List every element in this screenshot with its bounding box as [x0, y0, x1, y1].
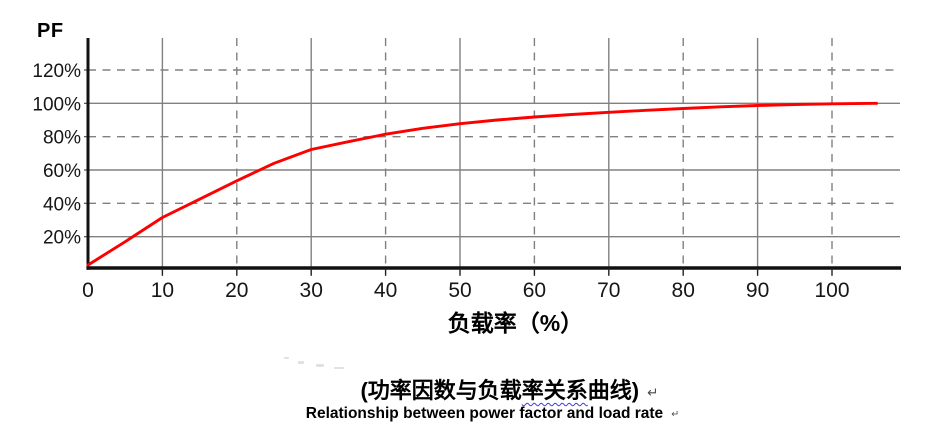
x-tick-label: 80 [672, 279, 695, 302]
pf-curve [86, 101, 879, 267]
x-tick-label: 70 [597, 279, 620, 302]
y-tick-label: 80% [43, 128, 81, 149]
x-tick-label: 60 [523, 279, 546, 302]
scan-artifact [284, 355, 350, 371]
x-tick-label: 40 [374, 279, 397, 302]
x-tick-label: 0 [82, 279, 94, 302]
caption-chinese-post: 曲线) [587, 378, 640, 403]
x-tick-label: 50 [448, 279, 471, 302]
x-tick-label: 20 [225, 279, 248, 302]
y-tick-label: 20% [43, 228, 81, 249]
y-tick-label: 120% [32, 61, 81, 82]
x-tick-label: 10 [151, 279, 174, 302]
paragraph-mark-icon: ↵ [671, 409, 680, 420]
y-tick-label: 40% [43, 194, 81, 215]
paragraph-mark-icon: ↵ [647, 385, 659, 400]
caption-chinese: (功率因数与负载率关系曲线) ↵ [34, 373, 951, 405]
x-tick-label: 90 [746, 279, 769, 302]
x-tick-label: 100 [814, 279, 849, 302]
caption-chinese-squiggle: 率关系 [521, 378, 588, 403]
y-tick-label: 60% [43, 161, 81, 182]
caption-english: Relationship between power factor and lo… [17, 405, 951, 423]
y-tick-label: 100% [32, 94, 81, 115]
y-axis-title: PF [37, 20, 64, 42]
caption-chinese-pre: (功率因数与负载 [360, 378, 522, 403]
pf-load-chart: 20% 40% 60% 80% 100% 120% 0 10 20 30 40 50 60 70 80 90 1… [32, 38, 901, 302]
caption-english-text: Relationship between power factor and lo… [305, 405, 664, 422]
x-tick-label: 30 [300, 279, 323, 302]
x-axis-label: 负载率（%） [447, 310, 584, 336]
